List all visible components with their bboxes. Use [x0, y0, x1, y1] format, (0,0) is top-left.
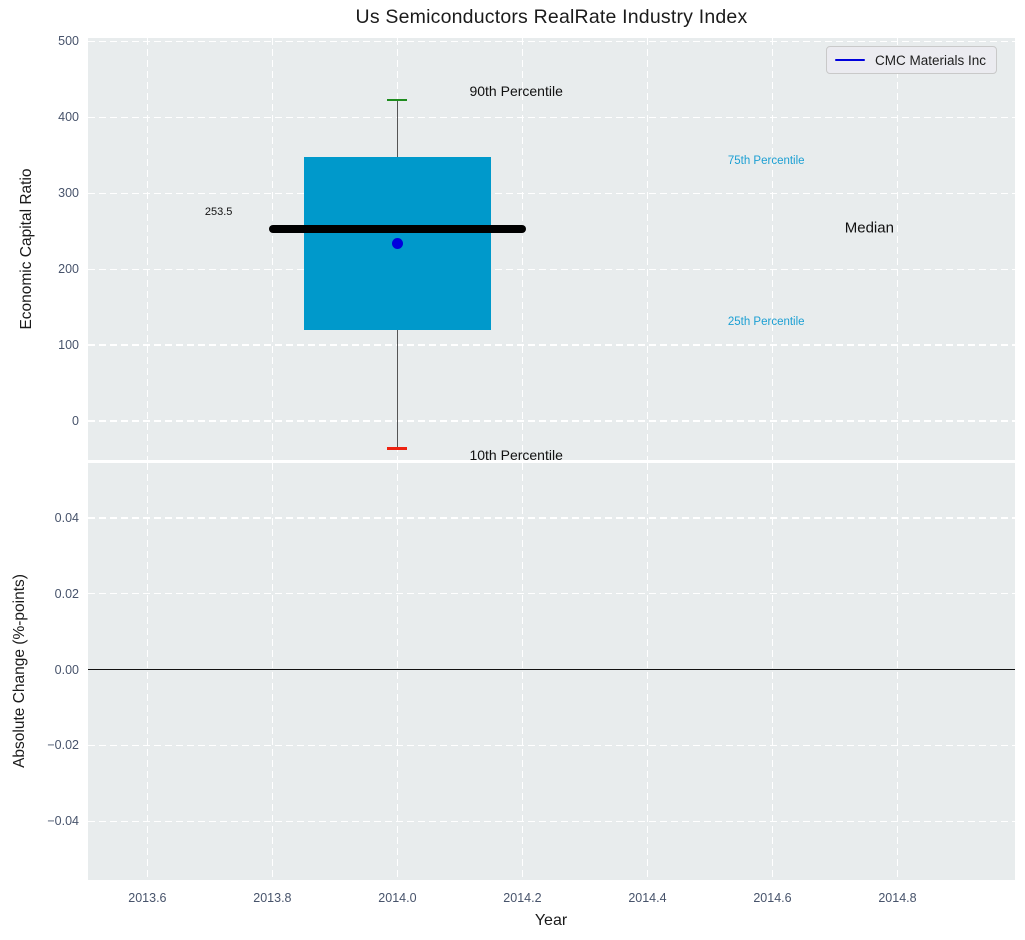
x-tick-label: 2014.2 — [503, 891, 542, 905]
annotation-75th-percentile: 75th Percentile — [727, 154, 805, 167]
y-gridline — [88, 517, 1015, 519]
y-tick-label: 400 — [58, 110, 79, 125]
y-tick-label: 0.00 — [54, 662, 79, 677]
annotation-10th-percentile: 10th Percentile — [469, 447, 563, 460]
y-gridline — [88, 344, 1015, 346]
x-gridline — [896, 463, 899, 880]
x-axis-label: Year — [534, 912, 568, 929]
y-axis-label-top: Economic Capital Ratio — [18, 168, 35, 330]
x-tick-label: 2014.0 — [378, 891, 417, 905]
y-tick-label: 200 — [58, 262, 79, 277]
legend-label: CMC Materials Inc — [875, 52, 987, 68]
y-tick-label: 0.02 — [54, 586, 79, 601]
annotation-253-5: 253.5 — [204, 206, 233, 219]
annotation-25th-percentile: 25th Percentile — [727, 316, 805, 329]
y-gridline — [88, 116, 1015, 119]
y-tick-label: −0.04 — [47, 814, 79, 829]
x-tick-label: 2013.6 — [128, 891, 167, 905]
legend-line-swatch — [835, 58, 865, 62]
x-gridline — [646, 38, 649, 460]
y-tick-label: 0.04 — [54, 510, 79, 525]
y-tick-label: −0.02 — [47, 738, 79, 753]
x-tick-label: 2014.6 — [753, 891, 792, 905]
x-gridline — [646, 463, 649, 880]
y-gridline — [88, 268, 1015, 270]
x-gridline — [271, 38, 274, 460]
y-gridline — [88, 820, 1015, 822]
annotation-median: Median — [844, 219, 894, 237]
x-gridline — [521, 38, 524, 460]
y-tick-label: 0 — [72, 414, 79, 429]
x-gridline — [771, 38, 774, 460]
company-point — [391, 237, 403, 249]
y-gridline — [88, 40, 1015, 43]
whisker-cap-top — [387, 98, 408, 102]
y-axis-label-bottom: Absolute Change (%-points) — [11, 574, 28, 768]
x-gridline — [146, 38, 149, 460]
whisker-cap-bottom — [387, 447, 408, 450]
y-gridline — [88, 192, 1015, 194]
y-gridline — [88, 593, 1015, 595]
y-gridline — [88, 744, 1015, 747]
top-axes-economic-capital-ratio: 253.5 90th Percentile 10th Percentile 75th … — [88, 38, 1015, 460]
x-gridline — [521, 463, 524, 880]
chart-title: Us Semiconductors RealRate Industry Inde… — [355, 6, 748, 28]
x-tick-label: 2014.8 — [878, 891, 917, 905]
y-gridline — [88, 420, 1015, 422]
x-gridline — [271, 463, 274, 880]
x-tick-label: 2013.8 — [253, 891, 292, 905]
annotation-90th-percentile: 90th Percentile — [469, 82, 563, 99]
x-gridline — [771, 463, 774, 880]
x-tick-label: 2014.4 — [628, 891, 667, 905]
y-tick-label: 300 — [58, 186, 79, 201]
y-tick-label: 100 — [58, 338, 79, 353]
x-gridline — [146, 463, 149, 880]
x-gridline — [896, 38, 899, 460]
zero-line — [88, 668, 1015, 671]
x-gridline — [396, 463, 399, 880]
y-tick-label: 500 — [58, 34, 79, 49]
bottom-axes-absolute-change — [88, 463, 1015, 880]
median-line — [269, 224, 526, 233]
legend: CMC Materials Inc — [826, 46, 998, 74]
